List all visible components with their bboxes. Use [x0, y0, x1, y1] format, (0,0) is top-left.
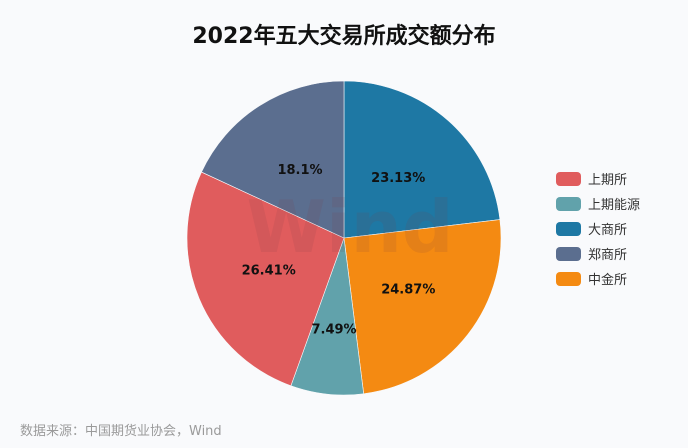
slice-label: 23.13% — [371, 171, 425, 186]
legend-item-dce[interactable]: 大商所 — [556, 216, 640, 241]
pie-slices — [186, 80, 502, 396]
legend-swatch — [556, 246, 581, 261]
legend-label: 中金所 — [588, 273, 628, 288]
slice-label: 18.1% — [277, 163, 322, 178]
legend-item-ine[interactable]: 上期能源 — [556, 191, 640, 216]
pie-slice[interactable] — [343, 219, 502, 395]
slice-label: 26.41% — [242, 264, 296, 279]
legend-item-cffex[interactable]: 中金所 — [556, 266, 640, 291]
legend-swatch — [556, 271, 581, 286]
pie-slice[interactable] — [186, 171, 345, 387]
legend-label: 大商所 — [588, 223, 628, 238]
pie-slice[interactable] — [343, 80, 501, 239]
legend-label: 上期能源 — [588, 198, 641, 213]
legend-item-shfe[interactable]: 上期所 — [556, 166, 640, 191]
chart-title: 2022年五大交易所成交额分布 — [192, 24, 496, 49]
legend-swatch — [556, 196, 581, 211]
slice-label: 7.49% — [311, 323, 356, 338]
legend-item-czce[interactable]: 郑商所 — [556, 241, 640, 266]
legend-label: 郑商所 — [588, 248, 628, 263]
watermark: Wind — [247, 185, 454, 269]
data-source: 数据来源：中国期货业协会，Wind — [20, 424, 222, 439]
slice-label: 24.87% — [381, 282, 435, 297]
legend-swatch — [556, 171, 581, 186]
legend-swatch — [556, 221, 581, 236]
legend-label: 上期所 — [588, 173, 628, 188]
legend: 上期所 上期能源 大商所 郑商所 中金所 — [556, 166, 640, 291]
pie-slice[interactable] — [201, 80, 345, 239]
slice-labels: 23.13% 24.87% 7.49% 26.41% 18.1% — [242, 163, 436, 337]
